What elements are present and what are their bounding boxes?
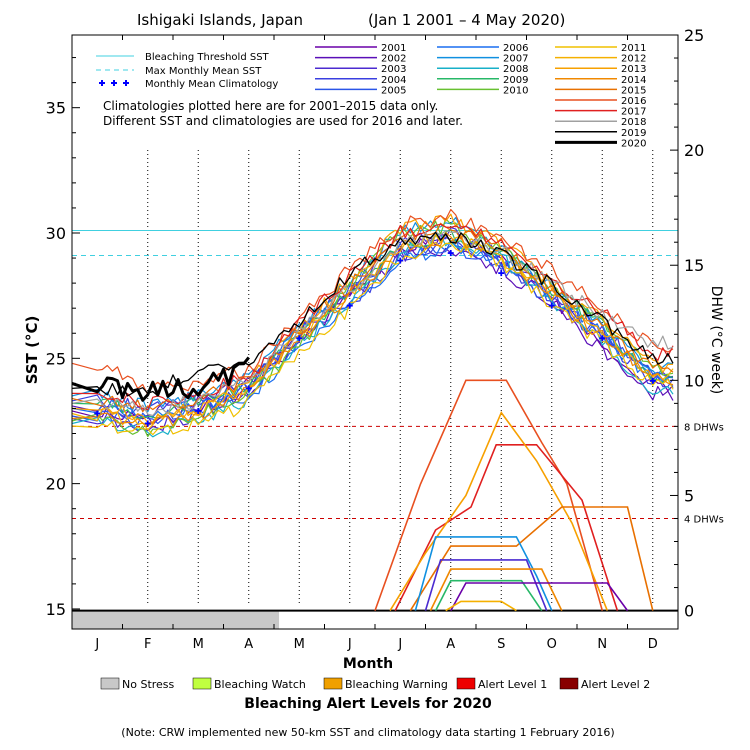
sst-line-2016 — [71, 208, 674, 396]
climatology-point — [94, 410, 101, 417]
month-label: M — [294, 637, 305, 652]
year-legend-label: 2006 — [503, 43, 528, 54]
climatology-point — [397, 257, 404, 264]
alert-legend-swatch — [100, 677, 120, 690]
sst-line-2012 — [71, 233, 674, 431]
dhw-tick-label: 25 — [684, 26, 704, 45]
year-legend-label: 2012 — [621, 54, 646, 65]
dhw-line-2014 — [429, 568, 563, 611]
month-label: J — [397, 637, 402, 652]
sst-tick-label: 20 — [46, 475, 66, 494]
alert-legend-label: Bleaching Watch — [214, 678, 306, 691]
month-label: N — [597, 637, 607, 652]
climatology-point — [649, 377, 656, 384]
dhw-line-2016 — [374, 379, 604, 611]
month-label: S — [497, 637, 505, 652]
year-legend-label: 2014 — [621, 75, 646, 86]
chart-date-range: (Jan 1 2001 – 4 May 2020) — [368, 11, 565, 29]
month-label: F — [144, 637, 151, 652]
sst-tick-label: 25 — [46, 349, 66, 368]
dhw-tick-label: 0 — [684, 602, 694, 621]
alert-legend-label: Bleaching Warning — [345, 678, 448, 691]
year-legend-label: 2004 — [381, 75, 406, 86]
chart-title: Ishigaki Islands, Japan — [137, 11, 303, 29]
year-legend-label: 2007 — [503, 54, 528, 65]
dhw-line-2009 — [434, 579, 543, 612]
alert-legend-title: Bleaching Alert Levels for 2020 — [244, 696, 492, 712]
year-legend-label: 2001 — [381, 43, 406, 54]
month-label: D — [648, 637, 658, 652]
month-label: M — [193, 637, 204, 652]
month-label: O — [547, 637, 557, 652]
alert-legend-label: Alert Level 2 — [581, 678, 650, 691]
year-legend-label: 2011 — [621, 43, 646, 54]
y-axis-label-right: DHW (°C week) — [708, 286, 724, 395]
sst-line-2019 — [71, 231, 674, 397]
year-legend-label: 2017 — [621, 107, 646, 118]
alert-legend-swatch — [323, 677, 343, 690]
year-legend-label: 2009 — [503, 75, 528, 86]
month-label: J — [94, 637, 99, 652]
climatology-point — [296, 335, 303, 342]
dhw-tick-label: 15 — [684, 256, 704, 275]
no-stress-bar — [72, 610, 280, 629]
chart-footnote: (Note: CRW implemented new 50-km SST and… — [121, 726, 614, 739]
sst-tick-label: 35 — [46, 99, 66, 118]
alert-legend-label: No Stress — [122, 678, 175, 691]
dhw-line-2015 — [409, 506, 654, 612]
year-legend-label: 2003 — [381, 64, 406, 75]
year-legend-label: 2016 — [621, 96, 646, 107]
climatology-point — [245, 385, 252, 392]
year-legend-label: 2002 — [381, 54, 406, 65]
month-label: A — [446, 637, 455, 652]
alert-legend-swatch — [456, 677, 476, 690]
legend-line-label: Monthly Mean Climatology — [145, 79, 278, 90]
sst-line-2020 — [71, 356, 250, 402]
year-legend-label: 2013 — [621, 64, 646, 75]
legend-line-label: Max Monthly Mean SST — [145, 66, 262, 77]
alert-legend-label: Alert Level 1 — [478, 678, 547, 691]
year-legend-label: 2010 — [503, 85, 528, 96]
x-axis-label: Month — [343, 656, 393, 672]
month-label: J — [347, 637, 352, 652]
year-legend-label: 2020 — [621, 138, 646, 149]
year-legend-label: 2008 — [503, 64, 528, 75]
chart-note: Different SST and climatologies are used… — [103, 114, 463, 128]
dhw-line-2017 — [394, 443, 619, 611]
climatology-point — [498, 270, 505, 277]
climatology-point — [195, 407, 202, 414]
dhw-line-2013 — [389, 410, 609, 612]
sst-line-2014 — [71, 232, 674, 427]
dhw-tick-label: 10 — [684, 371, 704, 390]
alert-legend-swatch — [192, 677, 212, 690]
legend-line-label: Bleaching Threshold SST — [145, 52, 270, 63]
dhw-line-2007 — [414, 536, 553, 611]
year-legend-label: 2018 — [621, 117, 646, 128]
alert-legend-swatch — [559, 677, 579, 690]
dhw-line-2003 — [424, 559, 548, 611]
dhw-tick-label: 20 — [684, 141, 704, 160]
year-legend-label: 2005 — [381, 85, 406, 96]
y-axis-label-left: SST (°C) — [23, 316, 41, 385]
chart-note: Climatologies plotted here are for 2001–… — [103, 99, 438, 113]
dhw-line-2001 — [450, 582, 629, 612]
climatology-point — [144, 420, 151, 427]
dhw-threshold-label: 8 DHWs — [684, 422, 724, 433]
climatology-point — [346, 302, 353, 309]
month-label: A — [244, 637, 253, 652]
climatology-point — [548, 302, 555, 309]
sst-tick-label: 15 — [46, 600, 66, 619]
sst-tick-label: 30 — [46, 224, 66, 243]
dhw-threshold-label: 4 DHWs — [684, 514, 724, 525]
climatology-point — [447, 250, 454, 257]
year-legend-label: 2019 — [621, 128, 646, 139]
dhw-line-2012 — [445, 600, 517, 612]
year-legend-label: 2015 — [621, 85, 646, 96]
climatology-point — [599, 335, 606, 342]
dhw-tick-label: 5 — [684, 486, 694, 505]
